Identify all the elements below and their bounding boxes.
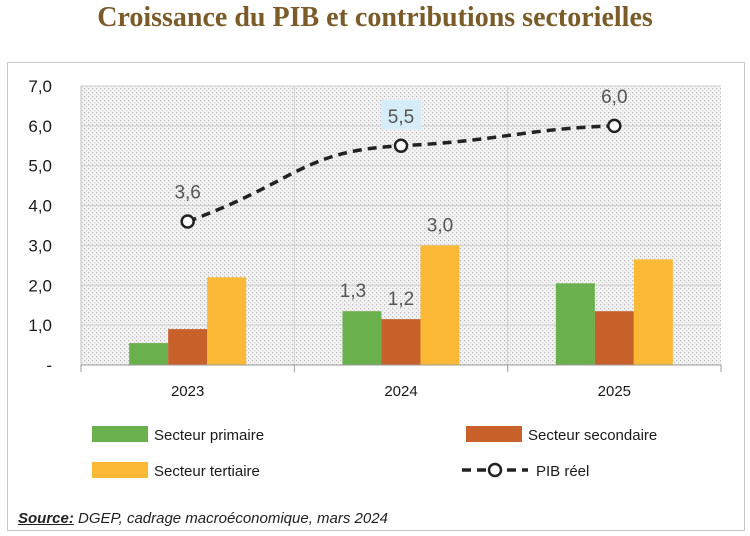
pib-data-label: 5,5	[388, 107, 414, 128]
legend-label: Secteur secondaire	[528, 427, 657, 444]
legend-label: Secteur tertiaire	[154, 463, 260, 480]
legend-label: Secteur primaire	[154, 427, 264, 444]
legend-swatch	[466, 426, 522, 442]
x-tick-label: 2023	[171, 383, 204, 400]
source-label: Source:	[18, 510, 74, 527]
legend-item: Secteur secondaire	[466, 426, 657, 444]
y-tick-label: 2,0	[28, 276, 52, 295]
y-tick-label: -	[46, 356, 52, 375]
legend: Secteur primaire Secteur secondaire Secteu…	[92, 426, 657, 480]
y-tick-label: 1,0	[28, 316, 52, 335]
pib-point	[607, 118, 622, 134]
y-tick-label: 5,0	[28, 157, 52, 176]
x-tick-label: 2024	[384, 383, 417, 400]
legend-item: Secteur primaire	[92, 426, 264, 444]
bar	[381, 319, 421, 365]
y-tick-label: 4,0	[28, 197, 52, 216]
y-tick-label: 6,0	[28, 117, 52, 136]
bar	[420, 245, 460, 365]
legend-item: Secteur tertiaire	[92, 462, 260, 480]
bar-data-label: 1,2	[388, 289, 414, 310]
legend-swatch	[92, 426, 148, 442]
data-labels: 1,3 1,2 3,0 3,6 5,5 6,0	[174, 87, 627, 310]
bar	[168, 329, 208, 365]
legend-swatch	[92, 462, 148, 478]
bar	[129, 343, 169, 365]
y-tick-label: 3,0	[28, 236, 52, 255]
chart-frame	[7, 62, 745, 531]
highlight-box	[381, 99, 421, 130]
pib-line	[180, 118, 622, 229]
bar	[555, 283, 595, 365]
legend-marker	[487, 462, 503, 478]
axes: - 1,0 2,0 3,0 4,0 5,0 6,0 7,0 2023 2024 2025	[28, 77, 722, 400]
pib-point	[393, 138, 409, 154]
bar	[633, 259, 673, 365]
legend-item: PIB réel	[462, 462, 589, 480]
pib-data-label: 3,6	[174, 183, 200, 204]
source-text: DGEP, cadrage macroéconomique, mars 2024	[73, 510, 388, 527]
bar-data-label: 1,3	[340, 281, 366, 302]
pib-data-label: 6,0	[601, 87, 627, 108]
x-tick-label: 2025	[598, 383, 631, 400]
chart-title: Croissance du PIB et contributions secto…	[97, 2, 653, 33]
bar	[342, 311, 382, 365]
y-tick-label: 7,0	[28, 77, 52, 96]
bar-series	[129, 245, 673, 365]
pib-point	[180, 214, 195, 229]
bar-data-label: 3,0	[427, 215, 453, 236]
legend-label: PIB réel	[536, 463, 589, 480]
bar	[207, 277, 247, 365]
source-note: Source: DGEP, cadrage macroéconomique, m…	[18, 510, 388, 527]
bar	[594, 311, 634, 365]
